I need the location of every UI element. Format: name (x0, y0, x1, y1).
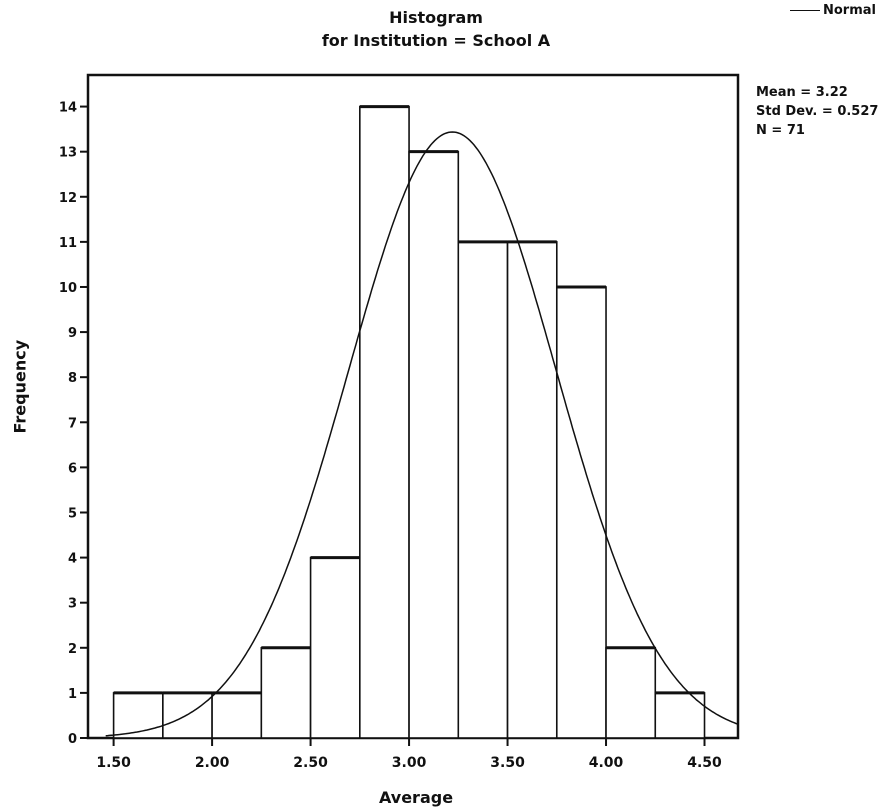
y-tick-label: 5 (68, 506, 77, 521)
y-tick-label: 14 (59, 101, 77, 116)
x-tick-label: 3.00 (392, 755, 427, 771)
histogram-bar (457, 241, 509, 739)
stat-n: N = 71 (756, 123, 805, 138)
y-tick-label: 9 (68, 326, 77, 341)
y-tick-label: 2 (68, 642, 77, 657)
histogram-bar (260, 646, 312, 739)
y-tick-label: 4 (68, 552, 77, 567)
chart-title: Histogram (389, 8, 483, 27)
x-tick-label: 4.00 (589, 755, 624, 771)
y-tick-label: 0 (68, 732, 77, 747)
histogram-bar (506, 241, 558, 739)
x-axis-label: Average (378, 788, 454, 807)
y-tick-label: 12 (59, 191, 77, 206)
normal-curve (105, 131, 739, 737)
y-tick-label: 13 (59, 146, 77, 161)
histogram-bar (309, 556, 361, 739)
stat-std-dev: Std Dev. = 0.527 (756, 104, 879, 119)
x-tick-label: 2.50 (293, 755, 328, 771)
stat-mean: Mean = 3.22 (756, 85, 848, 100)
histogram-bar (211, 692, 263, 739)
y-tick-label: 3 (68, 597, 77, 612)
legend: Normal (790, 3, 876, 18)
chart-subtitle: for Institution = School A (321, 31, 551, 50)
histogram-bar (112, 692, 164, 739)
histogram-bar (605, 646, 657, 739)
x-tick-label: 1.50 (96, 755, 131, 771)
y-tick-label: 8 (68, 371, 77, 386)
y-tick-label: 11 (59, 236, 77, 251)
legend-line-swatch (790, 10, 820, 11)
legend-label: Normal (823, 3, 876, 18)
stats-box: Mean = 3.22 Std Dev. = 0.527 N = 71 (756, 83, 878, 140)
y-tick-label: 1 (68, 687, 77, 702)
x-tick-label: 4.50 (687, 755, 722, 771)
x-tick-label: 3.50 (490, 755, 525, 771)
y-tick-label: 6 (68, 461, 77, 476)
histogram-bar (408, 150, 460, 739)
y-tick-label: 10 (59, 281, 77, 296)
y-tick-label: 7 (68, 416, 77, 431)
x-tick-label: 2.00 (195, 755, 230, 771)
